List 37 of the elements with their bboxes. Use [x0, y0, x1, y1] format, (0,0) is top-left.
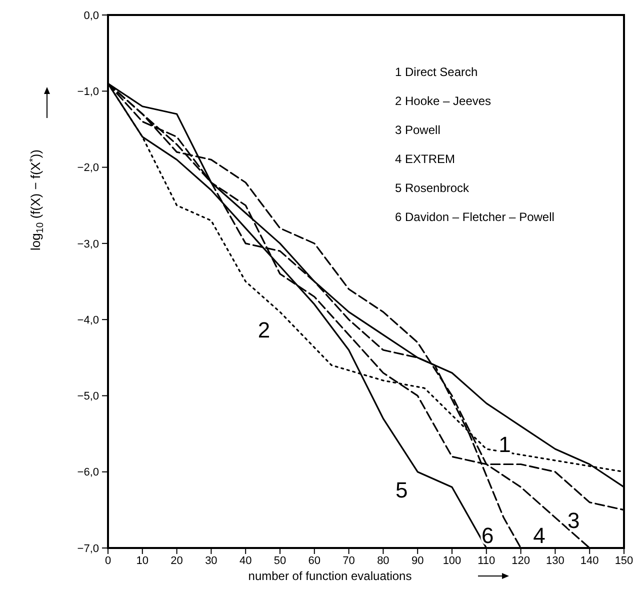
x-axis-title: number of function evaluations: [248, 569, 412, 583]
y-tick-label: −1,0: [77, 86, 99, 98]
y-tick-label: −3,0: [77, 238, 99, 250]
x-tick-label: 120: [512, 555, 530, 567]
annotation: 4: [533, 523, 546, 548]
x-tick-label: 50: [274, 555, 286, 567]
y-tick-label: −7,0: [77, 542, 99, 555]
annotation: 1: [498, 432, 511, 457]
annotation: 5 Rosenbrock: [395, 181, 470, 195]
x-tick-label: 10: [136, 555, 149, 567]
x-tick-label: 30: [205, 555, 218, 567]
annotation: 3: [567, 508, 580, 534]
x-tick-label: 0: [104, 555, 112, 567]
y-tick-label: 0,0: [84, 10, 99, 22]
x-tick-label: 60: [308, 555, 321, 567]
x-tick-label: 90: [411, 555, 424, 567]
x-tick-label: 40: [239, 555, 252, 567]
y-tick-label: −2,0: [77, 162, 99, 174]
x-tick-label: 20: [170, 555, 183, 567]
annotation: 1 Direct Search: [395, 65, 478, 79]
annotation: 6 Davidon – Fletcher – Powell: [395, 210, 554, 224]
annotation: 4 EXTREM: [395, 152, 456, 166]
annotation: 3 Powell: [395, 123, 440, 137]
annotation: 2 Hooke – Jeeves: [395, 94, 492, 108]
x-tick-label: 80: [377, 555, 390, 567]
x-tick-label: 150: [614, 555, 634, 567]
y-tick-label: −4,0: [77, 314, 99, 326]
y-tick-label: −5,0: [77, 390, 99, 403]
annotation: 2: [258, 318, 270, 343]
x-tick-label: 100: [442, 555, 462, 567]
x-tick-label: 140: [580, 555, 599, 567]
y-tick-label: −6,0: [77, 466, 99, 479]
annotation: 6: [481, 523, 494, 548]
x-tick-label: 110: [478, 555, 496, 567]
x-tick-label: 130: [546, 555, 564, 567]
annotation: 5: [395, 478, 408, 503]
x-tick-label: 70: [342, 555, 355, 567]
